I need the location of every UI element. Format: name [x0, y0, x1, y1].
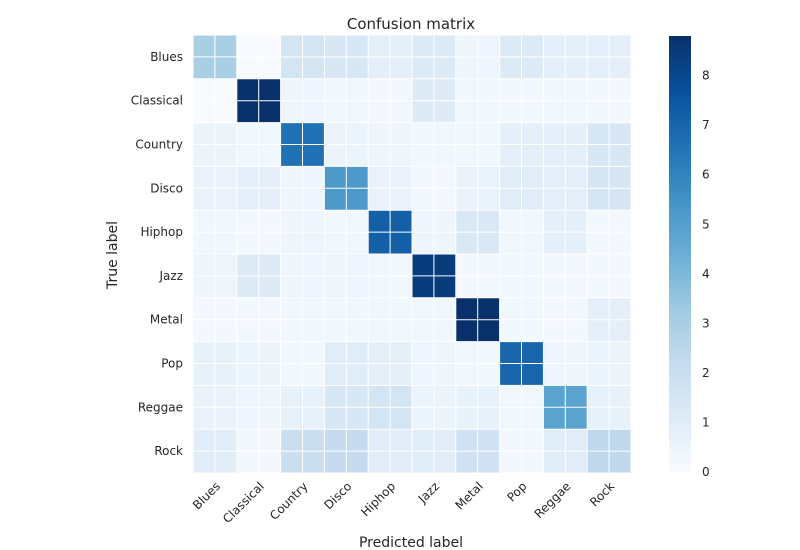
colorbar	[669, 36, 691, 472]
colorbar-tick-labels: 0 1 2 3 4 5 6 7 8	[702, 69, 710, 479]
colorbar-tick-label: 2	[702, 366, 710, 380]
y-tick-label: Blues	[150, 50, 183, 64]
y-tick-label: Classical	[131, 94, 183, 108]
y-tick-label: Metal	[150, 313, 183, 327]
heatmap-grid	[192, 34, 632, 474]
y-tick-label: Country	[135, 138, 183, 152]
colorbar-tick-label: 8	[702, 69, 710, 83]
x-tick-label: Classical	[220, 479, 267, 526]
x-tick-label: Metal	[452, 479, 485, 512]
colorbar-tick-label: 6	[702, 168, 710, 182]
y-tick-label: Hiphop	[140, 225, 183, 239]
x-axis-label: Predicted label	[359, 535, 463, 550]
chart-title: Confusion matrix	[347, 15, 475, 33]
x-tick-label: Jazz	[415, 479, 442, 506]
colorbar-tick-label: 7	[702, 118, 710, 132]
x-tick-label: Reggae	[532, 479, 574, 521]
colorbar-tick-label: 1	[702, 415, 710, 429]
colorbar-tick-label: 3	[702, 316, 710, 330]
x-tick-label: Disco	[321, 479, 354, 512]
colorbar-tick-label: 4	[702, 267, 710, 281]
x-tick-label: Country	[267, 479, 311, 523]
x-tick-label: Rock	[587, 479, 617, 509]
x-tick-label: Hiphop	[358, 479, 398, 519]
y-tick-label: Jazz	[159, 269, 184, 283]
colorbar-tick-label: 0	[702, 465, 710, 479]
colorbar-tick-label: 5	[702, 217, 710, 231]
x-tick-label: Pop	[504, 479, 529, 504]
y-tick-label: Disco	[150, 181, 183, 195]
y-tick-label: Rock	[154, 444, 183, 458]
y-axis-label: True label	[105, 221, 121, 290]
y-tick-label: Pop	[161, 357, 183, 371]
y-tick-label: Reggae	[138, 400, 183, 414]
y-tick-labels: Blues Classical Country Disco Hiphop Jazz Meta…	[131, 50, 183, 458]
x-tick-label: Blues	[190, 479, 223, 512]
